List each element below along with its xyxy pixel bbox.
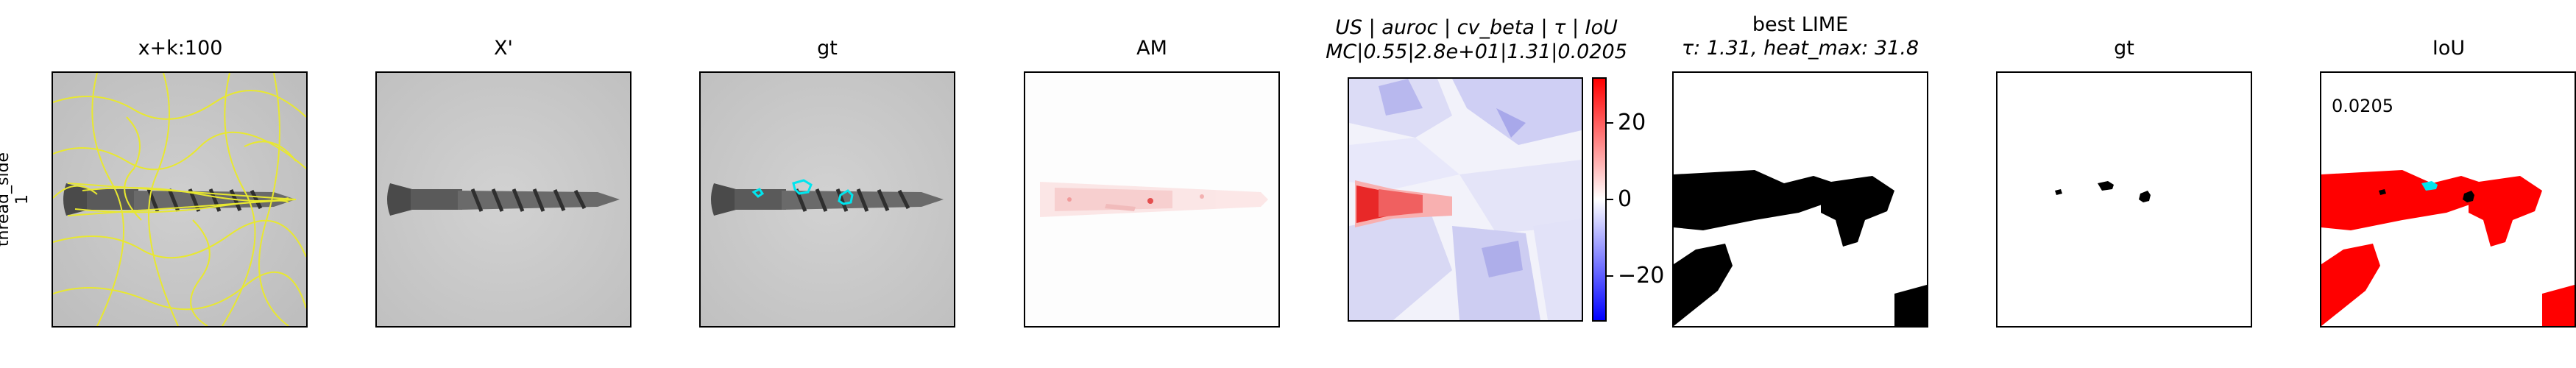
- screw-image: [387, 183, 620, 216]
- colorbar-tick-label: −20: [1618, 263, 1665, 289]
- us-heat: [1349, 79, 1582, 320]
- row-label-line2: 1: [13, 194, 32, 205]
- panel-title-am: AM: [1136, 37, 1167, 60]
- colorbar: [1592, 77, 1607, 322]
- panel-am: [1024, 71, 1280, 328]
- panel-best-lime: [1672, 71, 1928, 328]
- colorbar-tick: [1607, 199, 1613, 200]
- panel-transformed: [375, 71, 631, 328]
- gt-mask: [2055, 181, 2151, 202]
- lime-mask: [1674, 170, 1927, 326]
- row-label: thread_side 1: [0, 126, 32, 273]
- colorbar-tick: [1607, 121, 1613, 124]
- iou-pred: [2321, 170, 2575, 326]
- panel-iou: [2320, 71, 2576, 328]
- panel-title-gt: gt: [817, 37, 838, 60]
- panel-input-superpixels: [52, 71, 308, 328]
- panel-gt-mask: [1996, 71, 2252, 328]
- iou-value-text: 0.0205: [2332, 96, 2393, 116]
- us-hot-region: [1355, 180, 1452, 227]
- am-heat: [1040, 182, 1268, 217]
- panel-us-heatmap: [1348, 77, 1583, 322]
- panel-title-lime-line1: best LIME: [1752, 13, 1849, 36]
- panel-title-us-line1: US | auroc | cv_beta | τ | IoU: [1335, 16, 1618, 39]
- colorbar-tick: [1607, 275, 1613, 277]
- panel-title-lime-line2: τ: 1.31, heat_max: 31.8: [1681, 37, 1919, 60]
- superpixel-boundaries: [53, 73, 306, 326]
- panel-title-input-superpixels: x+k:100: [138, 37, 223, 60]
- gt-contour: [751, 179, 854, 205]
- colorbar-tick-label: 0: [1618, 186, 1632, 212]
- panel-title-gt-2: gt: [2114, 37, 2134, 60]
- panel-gt-contour: [699, 71, 955, 328]
- panel-title-transformed: X': [494, 37, 513, 60]
- panel-title-iou: IoU: [2432, 37, 2466, 60]
- iou-gt-overlay: [2379, 181, 2474, 202]
- screw-image: [711, 183, 944, 216]
- panel-title-us-line2: MC|0.55|2.8e+01|1.31|0.0205: [1326, 40, 1627, 63]
- row-label-line1: thread_side: [0, 152, 13, 247]
- colorbar-tick-label: 20: [1618, 109, 1646, 135]
